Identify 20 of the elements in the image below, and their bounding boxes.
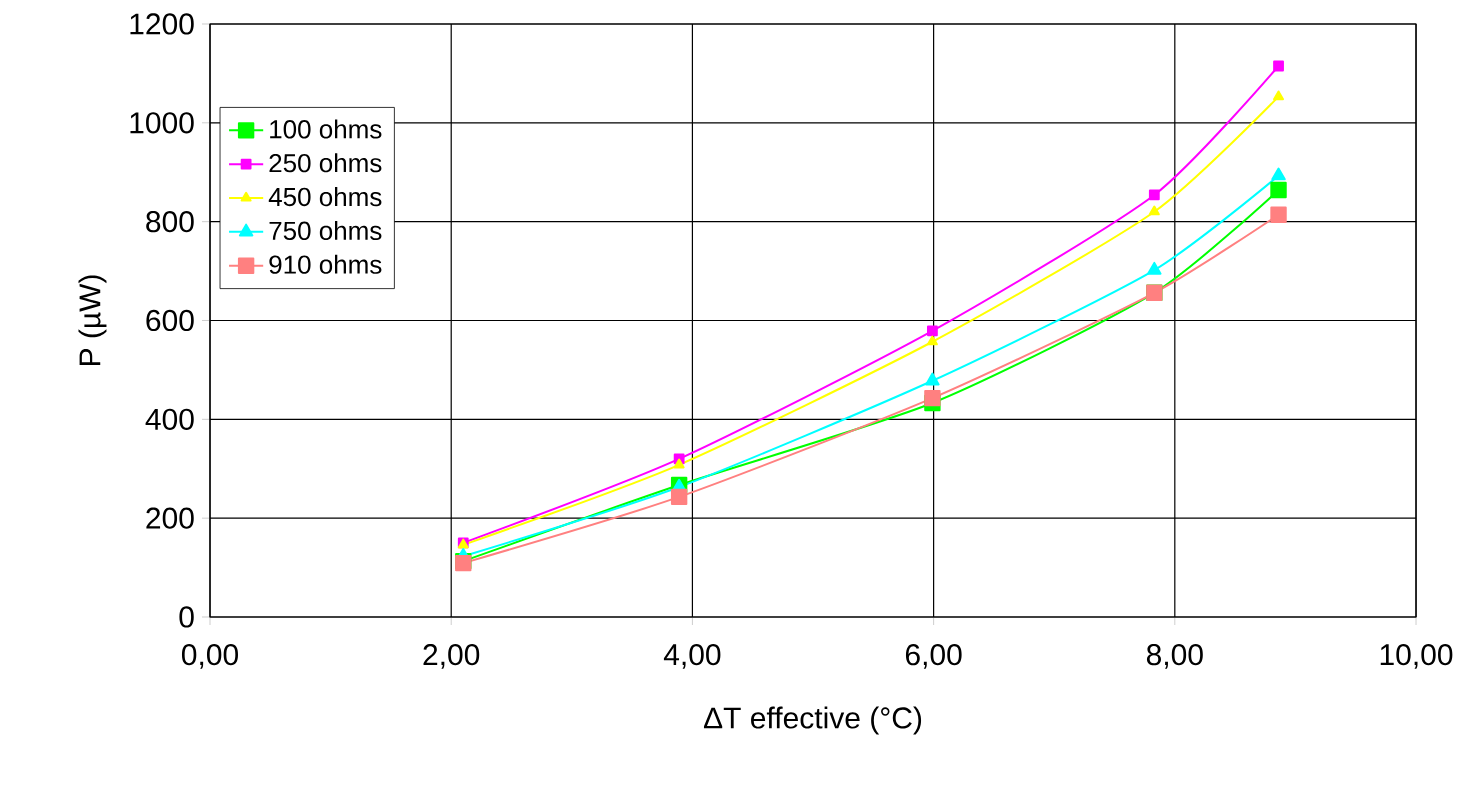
y-tick-label: 600 — [146, 309, 194, 332]
y-tick-label: 400 — [145, 408, 194, 430]
legend-label: 250 ohms — [269, 153, 382, 173]
y-tick-label: 1000 — [130, 112, 194, 134]
x-tick-label: 0,00 — [181, 644, 238, 669]
legend-label: 450 ohms — [268, 187, 382, 207]
y-axis-title: P (µW) — [78, 275, 107, 366]
legend-label: 910 ohms — [269, 254, 382, 274]
x-tick-label: 8,00 — [1146, 644, 1203, 669]
x-tick-label: 10,00 — [1380, 644, 1453, 669]
x-tick-label: 2,00 — [423, 644, 480, 669]
x-tick-label: 4,00 — [663, 644, 721, 669]
legend-label: 750 ohms — [269, 220, 382, 241]
y-tick-label: 0 — [179, 606, 194, 628]
legend-label: 100 ohms — [270, 119, 382, 139]
x-axis-title: ΔT effective (°C) — [703, 706, 922, 735]
y-tick-label: 1200 — [130, 13, 194, 35]
y-tick-label: 200 — [146, 507, 194, 529]
x-tick-label: 6,00 — [905, 644, 962, 669]
y-tick-label: 800 — [146, 211, 194, 233]
